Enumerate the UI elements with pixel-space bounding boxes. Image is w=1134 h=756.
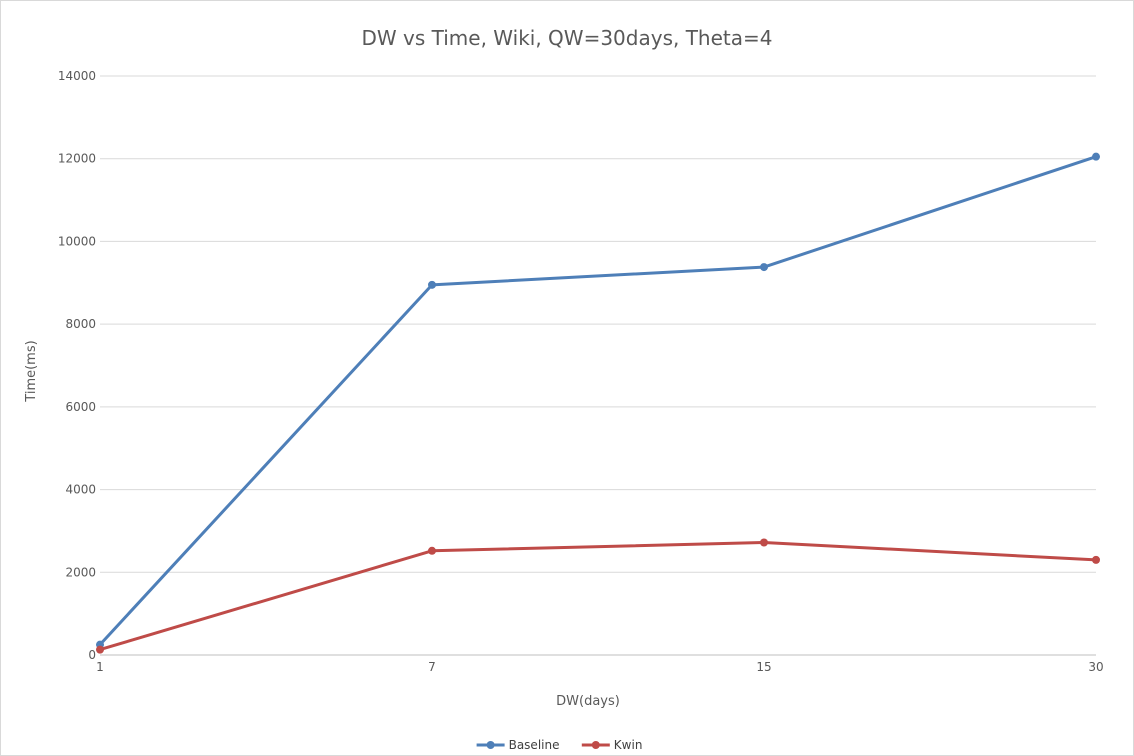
grid-layer [100,75,1096,656]
series-layer [96,152,1100,654]
legend-item-baseline: Baseline [476,738,560,752]
data-point-baseline [760,263,768,272]
x-tick-label: 15 [756,660,771,674]
data-point-baseline [428,280,436,289]
legend-label-kwin: Kwin [614,738,643,752]
series-line-kwin [98,541,1098,652]
y-tick-label: 4000 [65,483,96,497]
y-axis-label: Time(ms) [24,340,39,402]
x-tick-label: 30 [1088,660,1103,674]
chart-title: DW vs Time, Wiki, QW=30days, Theta=4 [362,26,773,50]
data-point-kwin [760,538,768,547]
x-tick-labels: 1 7 15 30 [96,660,1103,674]
x-tick-label: 1 [96,660,104,674]
data-point-kwin [96,645,104,654]
series-line-baseline [98,155,1098,647]
y-tick-label: 10000 [58,234,96,248]
data-point-kwin [1092,555,1100,564]
legend-marker-kwin [591,741,600,749]
legend-label-baseline: Baseline [509,738,560,752]
y-tick-label: 0 [88,648,96,662]
data-point-kwin [428,546,436,555]
data-point-baseline [1092,152,1100,161]
legend-marker-baseline [486,741,495,749]
legend: Baseline Kwin [476,738,643,752]
series-baseline [96,152,1100,649]
y-tick-labels: 0 2000 4000 6000 8000 10000 12000 14000 [58,69,96,662]
y-tick-label: 8000 [65,317,96,331]
y-tick-label: 12000 [58,152,96,166]
x-axis-label: DW(days) [556,694,620,709]
x-tick-label: 7 [428,660,436,674]
y-tick-label: 2000 [65,565,96,579]
series-kwin [96,538,1100,654]
y-tick-label: 6000 [65,400,96,414]
y-tick-label: 14000 [58,69,96,83]
legend-item-kwin: Kwin [581,738,643,752]
